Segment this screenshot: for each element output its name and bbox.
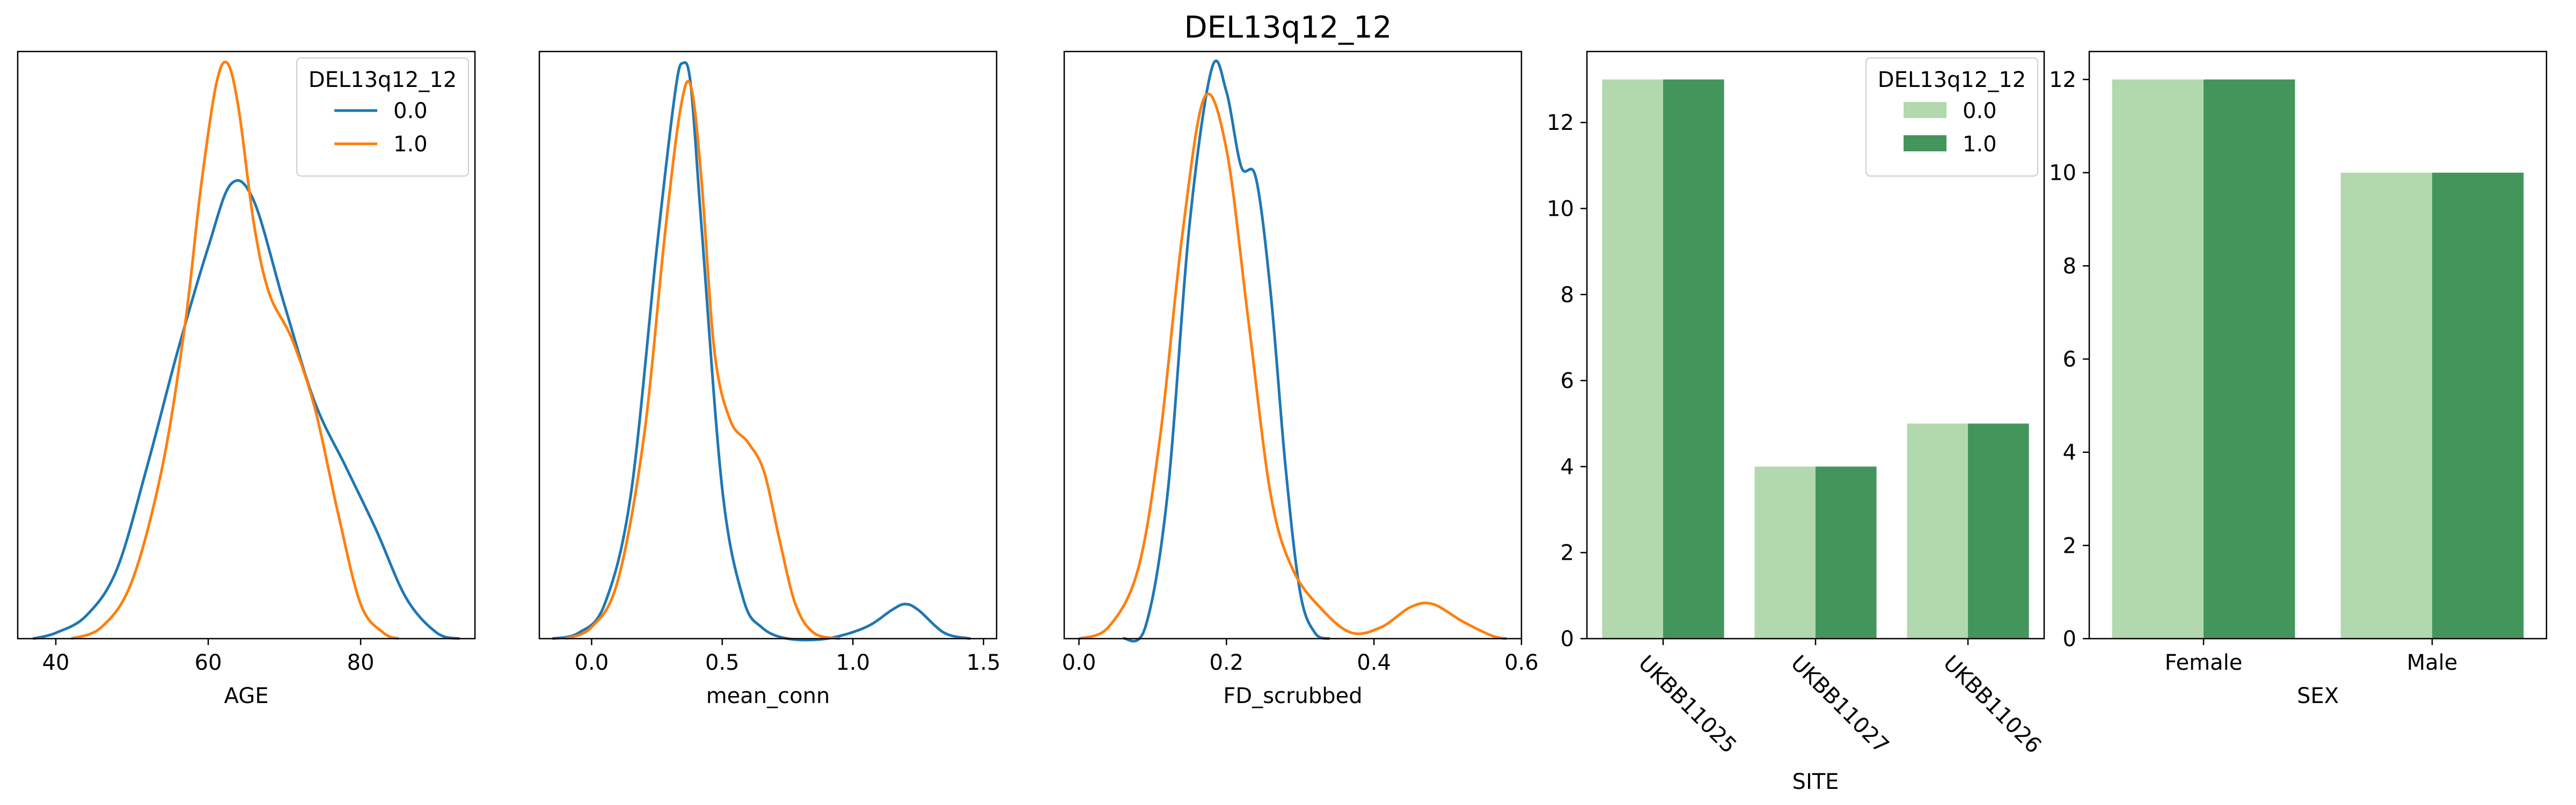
y-tick-label: 6	[2063, 347, 2076, 372]
x-tick-label: 0.2	[1210, 650, 1244, 675]
bar-ukbb11027-0-0	[1754, 466, 1816, 639]
legend-swatch-1-0	[1904, 135, 1946, 151]
x-tick-label: UKBB11027	[1786, 651, 1894, 759]
legend-label-0-0: 0.0	[393, 99, 428, 123]
y-tick-label: 0	[1561, 627, 1574, 652]
bar-ukbb11027-1-0	[1816, 466, 1877, 639]
y-tick-label: 12	[2049, 68, 2076, 92]
y-tick-label: 4	[2063, 441, 2076, 465]
x-tick-label: Female	[2165, 650, 2243, 675]
plot-frame	[2088, 50, 2548, 640]
kde-line-1-0	[565, 79, 840, 640]
bar-ukbb11026-1-0	[1968, 423, 2029, 639]
x-tick-label: UKBB11026	[1938, 651, 2046, 759]
kde-line-1-0	[70, 61, 399, 640]
y-tick-label: 2	[1561, 541, 1574, 566]
x-axis-label: mean_conn	[706, 684, 830, 708]
bar-ukbb11025-1-0	[1663, 79, 1724, 639]
legend: DEL13q12_12 0.0 1.0	[296, 57, 469, 177]
bar-female-1-0	[2204, 79, 2295, 639]
x-tick-label: 0.0	[1062, 650, 1096, 675]
legend-label-1-0: 1.0	[393, 132, 428, 157]
x-axis-label: AGE	[224, 684, 269, 708]
bar-female-0-0	[2112, 79, 2204, 639]
legend-swatch-0-0	[1904, 102, 1946, 118]
legend: DEL13q12_12 0.0 1.0	[1865, 57, 2038, 177]
legend-title: DEL13q12_12	[309, 68, 457, 92]
x-axis-label: SEX	[2297, 684, 2339, 708]
legend-box	[296, 57, 469, 177]
x-tick-label: 80	[347, 650, 375, 675]
x-tick-label: 60	[195, 650, 222, 675]
x-tick-label: 0.5	[705, 650, 740, 675]
x-tick-label: 1.5	[967, 650, 1001, 675]
legend-label-0-0: 0.0	[1963, 99, 1997, 123]
x-axis-label: FD_scrubbed	[1223, 684, 1362, 708]
y-tick-label: 0	[2063, 627, 2076, 652]
bar-male-0-0	[2340, 172, 2432, 639]
y-tick-label: 6	[1561, 369, 1574, 393]
y-tick-label: 12	[1547, 111, 1574, 135]
x-tick-label: 0.0	[575, 650, 609, 675]
y-tick-label: 8	[2063, 254, 2076, 279]
x-tick-label: 1.0	[836, 650, 870, 675]
chart-panel-5: Female Male 0 2 4 6 8 10 12 SEX	[2049, 50, 2548, 708]
y-tick-label: 10	[1547, 197, 1574, 222]
legend-title: DEL13q12_12	[1878, 68, 2026, 92]
kde-line-0-0	[1122, 59, 1330, 643]
plot-frame	[17, 50, 476, 640]
kde-line-1-0	[1078, 92, 1507, 640]
kde-line-0-0	[552, 61, 971, 642]
plot-frame	[538, 50, 998, 640]
bar-ukbb11026-0-0	[1907, 423, 1968, 639]
kde-line-0-0	[32, 179, 460, 640]
bar-male-1-0	[2432, 172, 2524, 639]
figure-title: DEL13q12_12	[1184, 10, 1392, 45]
x-tick-label: Male	[2407, 650, 2458, 675]
x-tick-label: 40	[42, 650, 70, 675]
y-tick-label: 2	[2063, 533, 2076, 558]
plot-frame	[1063, 50, 1523, 640]
chart-panel-4: UKBB11025 UKBB11027 UKBB11026 0 2 4 6 8 10 12 SITE…	[1547, 50, 2046, 794]
bar-ukbb11025-0-0	[1602, 79, 1663, 639]
plot-frame	[1586, 50, 2045, 640]
y-tick-label: 4	[1561, 455, 1574, 479]
x-tick-label: 0.6	[1504, 650, 1539, 675]
chart-panel-3: 0.0 0.2 0.4 0.6 FD_scrubbed	[1062, 50, 1539, 708]
y-tick-label: 8	[1561, 283, 1574, 308]
y-tick-label: 10	[2049, 161, 2076, 186]
x-axis-label: SITE	[1792, 770, 1839, 794]
chart-panel-1: 40 60 80 AGE DEL13q12_12 0.0 1.0	[17, 50, 476, 708]
x-tick-label: 0.4	[1357, 650, 1391, 675]
chart-panel-2: 0.0 0.5 1.0 1.5 mean_conn	[538, 50, 1001, 708]
legend-label-1-0: 1.0	[1963, 132, 1997, 157]
x-tick-label: UKBB11025	[1634, 651, 1741, 759]
